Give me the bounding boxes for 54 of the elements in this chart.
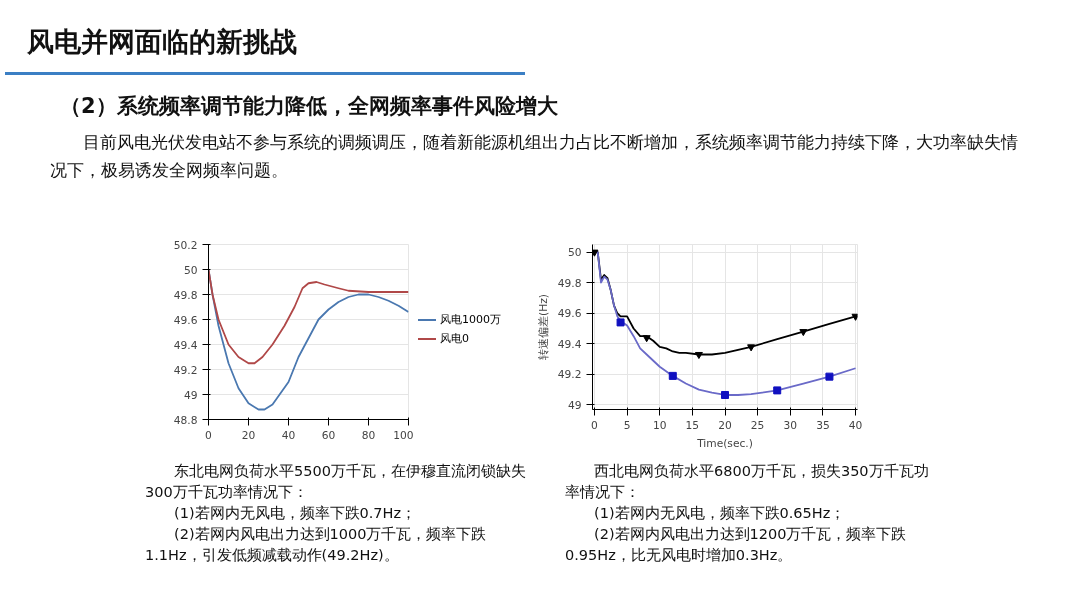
point	[616, 318, 625, 327]
y-axis-title: 转速偏差(Hz)	[536, 294, 550, 360]
text: 风电并网面临的新挑战	[27, 25, 298, 59]
y-tick-label: 49.2	[557, 368, 582, 382]
point	[773, 386, 782, 395]
text: (2)若网内风电出力达到1200万千瓦，频率下跌0.95Hz，比无风电时增加0.3Hz。	[565, 525, 908, 566]
y-tick-label: 49.8	[173, 288, 198, 302]
y-tick-label: 49.8	[557, 276, 582, 290]
x-tick-label: 20	[718, 418, 732, 432]
y-tick-label: 49.4	[173, 338, 198, 352]
point	[592, 249, 599, 257]
x-tick-label: 60	[321, 428, 336, 442]
point	[721, 390, 729, 399]
y-tick-label: 50	[567, 246, 582, 260]
text: (2)若网内风电出力达到1000万千瓦，频率下跌1.1Hz，引发低频减载动作(49.2Hz)。	[145, 525, 488, 566]
x-tick-label: 0	[591, 418, 599, 432]
y-tick-label: 49.6	[557, 307, 582, 321]
text: (1)若网内无风电，频率下跌0.65Hz；	[593, 504, 847, 524]
point	[799, 329, 808, 337]
text: （2）系统频率调节能力降低，全网频率事件风险增大	[60, 92, 559, 120]
x-tick-label: 20	[241, 428, 256, 442]
x-tick-label: 5	[623, 418, 631, 432]
x-tick-label: 40	[281, 428, 296, 442]
text: (1)若网内无风电，频率下跌0.7Hz；	[173, 504, 418, 524]
x-tick-label: 40	[848, 418, 863, 432]
y-tick-label: 48.8	[173, 413, 198, 427]
point	[668, 371, 677, 380]
y-tick-label: 49	[183, 388, 198, 402]
point	[747, 344, 756, 352]
y-tick-label: 49.6	[173, 313, 198, 327]
text: 东北电网负荷水平5500万千瓦，在伊穆直流闭锁缺失300万千瓦功率情况下：	[145, 462, 527, 502]
x-tick-label: 0	[205, 428, 213, 442]
y-tick-label: 49.4	[557, 337, 582, 351]
line-series	[208, 268, 409, 365]
y-tick-label: 49	[567, 398, 582, 412]
y-tick-label: 49.2	[173, 363, 198, 377]
legend-label: 风电0	[439, 330, 470, 347]
point	[642, 335, 651, 343]
x-tick-label: 15	[685, 418, 700, 432]
x-tick-label: 35	[816, 418, 830, 432]
x-tick-label: 25	[750, 418, 765, 432]
x-tick-label: 10	[652, 418, 667, 432]
x-tick-label: 80	[361, 428, 376, 442]
point	[694, 351, 703, 360]
y-tick-label: 50.2	[173, 238, 198, 252]
point	[825, 372, 834, 381]
legend-label: 风电1000万	[439, 312, 501, 328]
text: 西北电网负荷水平6800万千瓦，损失350万千瓦功率情况下：	[565, 462, 930, 502]
x-tick-label: 30	[783, 418, 798, 432]
point	[851, 313, 858, 321]
text: 目前风电光伏发电站不参与系统的调频调压，随着新能源机组出力占比不断增加，系统频率调节能力持续下降，大功率缺失情况下，极易诱发全网频率问题。	[50, 131, 1019, 183]
y-tick-label: 50	[183, 263, 198, 277]
x-tick-label: 100	[393, 428, 414, 442]
x-axis-title: Time(sec.)	[696, 436, 753, 450]
